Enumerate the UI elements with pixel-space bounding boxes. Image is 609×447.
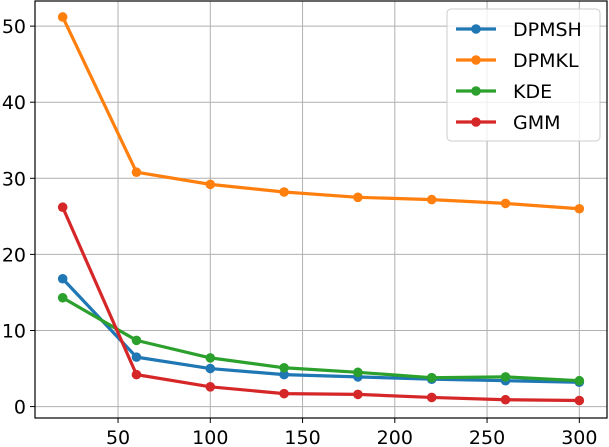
series-gmm xyxy=(57,202,585,406)
series-dpmkl xyxy=(57,12,585,214)
data-point-gmm xyxy=(57,202,68,213)
series-kde xyxy=(57,292,585,386)
data-point-gmm xyxy=(279,388,289,399)
data-point-dpmkl xyxy=(279,187,289,197)
data-point-kde xyxy=(500,372,511,382)
data-point-gmm xyxy=(131,369,142,380)
y-tick-label: 40 xyxy=(2,92,26,114)
data-point-dpmkl xyxy=(57,12,68,22)
data-point-gmm xyxy=(574,395,585,406)
legend-marker-dpmsh xyxy=(471,24,481,34)
legend-label-gmm: GMM xyxy=(513,112,561,134)
x-tick-label: 100 xyxy=(192,427,228,447)
data-point-gmm xyxy=(205,382,216,392)
y-tick-label: 10 xyxy=(2,320,26,342)
data-point-dpmkl xyxy=(500,198,511,209)
y-tick-label: 0 xyxy=(14,397,26,419)
y-tick-label: 50 xyxy=(2,16,26,38)
data-point-dpmsh xyxy=(205,363,216,374)
legend: DPMSH DPMKL KDE GMM xyxy=(446,8,601,142)
legend-label-kde: KDE xyxy=(513,81,552,103)
legend-marker-gmm xyxy=(471,117,481,127)
x-tick-label: 300 xyxy=(561,427,597,447)
series-line-kde xyxy=(61,296,581,383)
data-point-kde xyxy=(279,362,289,373)
plot-area-frame xyxy=(34,0,608,419)
data-point-dpmsh xyxy=(279,369,289,380)
data-point-gmm xyxy=(353,389,363,400)
data-point-kde xyxy=(353,367,363,378)
axis-ticks: 50 100 150 200 250 300 0 10 20 30 40 50 xyxy=(2,16,598,447)
data-point-dpmkl xyxy=(205,179,216,190)
x-tick-label: 50 xyxy=(106,427,130,447)
series-line-dpmsh xyxy=(61,277,581,384)
x-tick-label: 150 xyxy=(284,427,320,447)
series-line-dpmkl xyxy=(61,15,581,211)
series-line-gmm xyxy=(61,205,581,403)
data-point-kde xyxy=(205,353,216,363)
y-tick-label: 20 xyxy=(2,244,26,266)
data-point-kde xyxy=(426,372,437,383)
y-tick-label: 30 xyxy=(2,168,26,190)
x-tick-label: 200 xyxy=(377,427,413,447)
data-point-dpmkl xyxy=(353,192,363,203)
data-point-kde xyxy=(574,375,585,386)
data-point-kde xyxy=(131,335,142,346)
legend-marker-dpmkl xyxy=(471,55,481,65)
data-point-dpmsh xyxy=(131,352,142,362)
data-point-dpmkl xyxy=(131,167,142,178)
data-point-gmm xyxy=(500,394,511,405)
series-lines xyxy=(57,12,585,406)
x-tick-label: 250 xyxy=(469,427,505,447)
data-point-dpmkl xyxy=(426,194,437,205)
legend-marker-kde xyxy=(471,86,481,96)
legend-label-dpmsh: DPMSH xyxy=(513,19,582,41)
data-point-dpmsh xyxy=(57,273,68,284)
data-point-kde xyxy=(57,292,68,303)
data-point-gmm xyxy=(426,392,437,403)
legend-label-dpmkl: DPMKL xyxy=(513,50,579,72)
data-point-dpmkl xyxy=(574,203,585,214)
legend-box xyxy=(446,8,601,142)
